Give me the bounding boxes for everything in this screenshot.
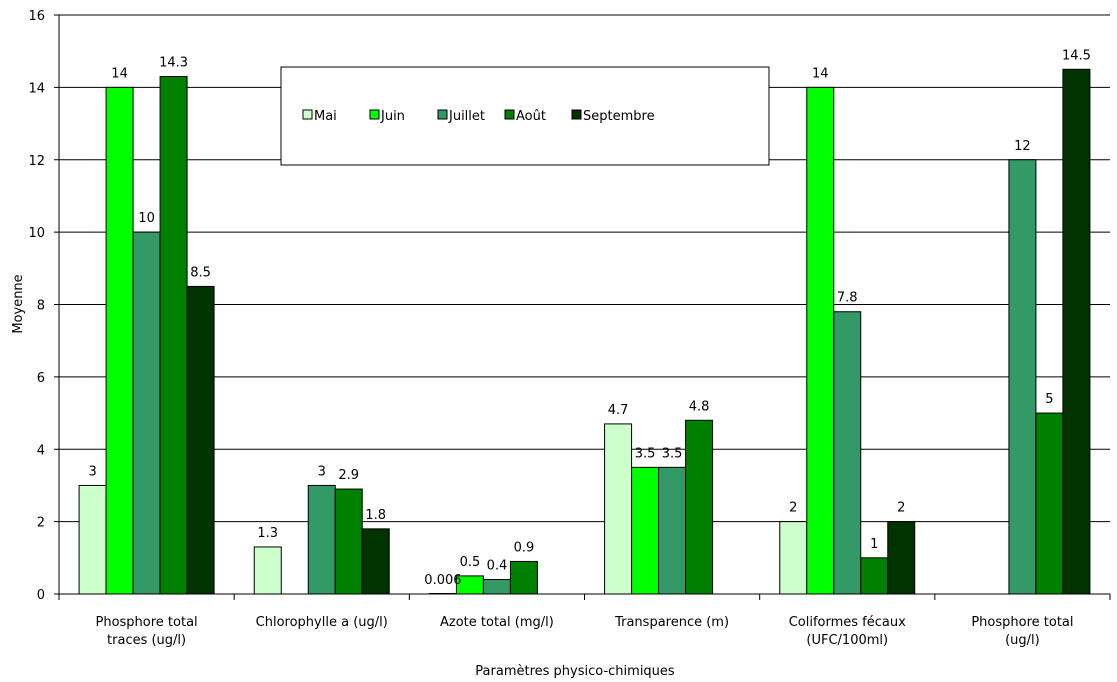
data-label: 14.5 <box>1062 48 1091 63</box>
y-tick-label: 14 <box>28 81 45 96</box>
bar-mai <box>78 484 107 595</box>
data-label: 14.3 <box>159 56 188 71</box>
legend-label: Septembre <box>583 109 655 124</box>
bar-septembre <box>186 285 215 595</box>
data-label: 1 <box>870 537 878 552</box>
data-label: 0.4 <box>487 559 508 574</box>
data-label: 4.8 <box>689 399 710 414</box>
bar-juin <box>631 466 660 595</box>
x-tick-label: Azote total (mg/l) <box>440 615 554 630</box>
y-tick-label: 16 <box>28 9 45 24</box>
data-label: 8.5 <box>190 265 211 280</box>
x-tick-label: traces (ug/l) <box>107 633 186 648</box>
y-tick-label: 6 <box>37 371 45 386</box>
data-label: 5 <box>1045 392 1053 407</box>
bar-septembre <box>361 528 390 595</box>
legend-label: Juin <box>380 109 405 124</box>
bar-juillet <box>833 311 862 595</box>
y-tick-label: 10 <box>28 226 45 241</box>
data-label: 2 <box>789 501 797 516</box>
bar-août <box>1035 412 1064 595</box>
bars-layer <box>78 68 1091 595</box>
data-label: 12 <box>1014 139 1031 154</box>
data-label: 14 <box>812 66 829 81</box>
bar-juillet <box>658 466 687 595</box>
bar-août <box>159 76 188 595</box>
data-label: 3 <box>88 464 96 479</box>
legend-swatch <box>504 109 515 120</box>
y-tick-label: 12 <box>28 154 45 169</box>
data-label: 7.8 <box>837 291 858 306</box>
x-tick-label: Coliformes fécaux <box>789 615 906 630</box>
data-label: 4.7 <box>608 403 629 418</box>
y-tick-label: 4 <box>37 443 45 458</box>
legend: Mai Juin Juillet Août Septembre <box>280 66 770 166</box>
y-tick-label: 2 <box>37 516 45 531</box>
bar-juillet <box>132 231 161 595</box>
x-tick-label: Chlorophylle a (ug/l) <box>256 615 388 630</box>
bar-juin <box>105 86 134 595</box>
bar-juillet <box>482 579 511 595</box>
legend-label: Juillet <box>448 109 485 124</box>
legend-label: Mai <box>314 109 337 124</box>
x-axis-title: Paramètres physico-chimiques <box>475 664 675 679</box>
data-label: 0.9 <box>514 540 535 555</box>
x-tick-label: Phosphore total <box>95 615 197 630</box>
data-labels-layer: 31.30.0064.72140.53.5141030.43.57.81214.… <box>88 48 1090 588</box>
data-label: 3 <box>318 464 326 479</box>
x-tick-label: (UFC/100ml) <box>806 633 888 648</box>
data-label: 0.006 <box>424 573 461 588</box>
data-label: 10 <box>138 211 155 226</box>
x-tick-label: (ug/l) <box>1005 633 1040 648</box>
legend-swatch <box>437 109 448 120</box>
bar-mai <box>604 423 633 595</box>
bar-septembre <box>1062 68 1091 595</box>
bar-mai <box>779 521 808 595</box>
bar-septembre <box>887 521 916 595</box>
y-axis-title: Moyenne <box>11 274 26 333</box>
bar-juillet <box>307 484 336 595</box>
data-label: 0.5 <box>460 555 481 570</box>
data-label: 14 <box>111 66 128 81</box>
legend-label: Août <box>516 109 546 124</box>
legend-swatch <box>571 109 582 120</box>
data-label: 1.8 <box>365 508 386 523</box>
bar-juillet <box>1008 159 1037 595</box>
bar-août <box>509 560 538 595</box>
y-tick-label: 0 <box>37 588 45 603</box>
bar-août <box>334 488 363 595</box>
bar-juin <box>806 86 835 595</box>
data-label: 2.9 <box>338 468 359 483</box>
bar-mai <box>253 546 282 595</box>
x-tick-label: Phosphore total <box>971 615 1073 630</box>
bar-août <box>860 557 889 595</box>
data-label: 1.3 <box>257 526 278 541</box>
legend-box <box>280 66 770 166</box>
data-label: 3.5 <box>635 446 656 461</box>
legend-swatch <box>302 109 313 120</box>
bar-août <box>685 419 714 595</box>
data-label: 3.5 <box>662 446 683 461</box>
legend-swatch <box>369 109 380 120</box>
x-tick-label: Transparence (m) <box>614 615 729 630</box>
data-label: 2 <box>897 501 905 516</box>
y-tick-label: 8 <box>37 299 45 314</box>
